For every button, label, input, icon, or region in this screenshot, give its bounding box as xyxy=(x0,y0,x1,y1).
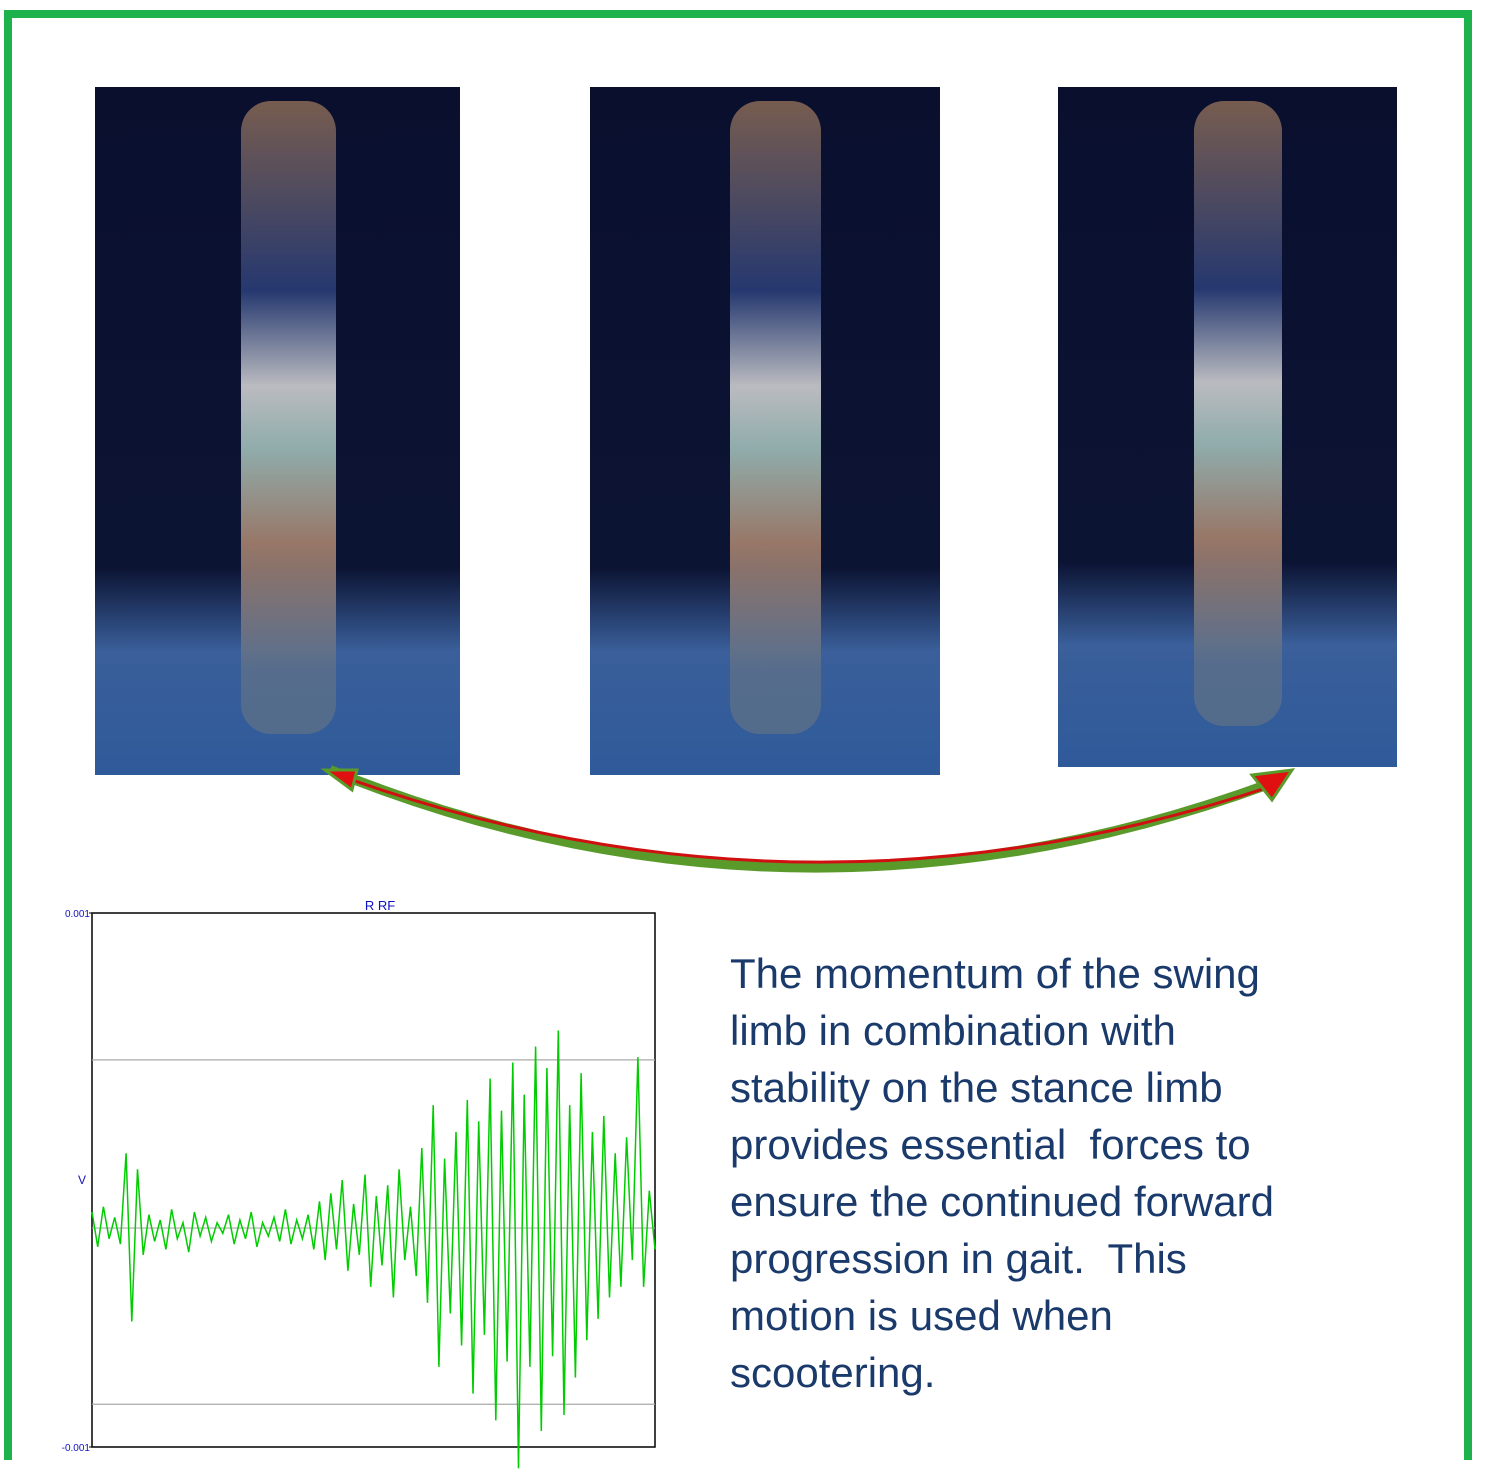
text-line: The momentum of the swing xyxy=(730,945,1274,1002)
text-line: motion is used when xyxy=(730,1287,1274,1344)
text-line: provides essential forces to xyxy=(730,1116,1274,1173)
signal-line xyxy=(92,1031,655,1469)
text-line: ensure the continued forward xyxy=(730,1173,1274,1230)
y-tick-label: -0.001 xyxy=(62,1443,91,1454)
text-line: scootering. xyxy=(730,1344,1274,1401)
y-tick-label: 0.001 xyxy=(65,909,90,920)
text-line: limb in combination with xyxy=(730,1002,1274,1059)
arrow-tail xyxy=(325,770,357,790)
chart-title: R RF xyxy=(365,898,395,913)
y-axis-label: V xyxy=(78,1173,86,1187)
text-line: progression in gait. This xyxy=(730,1230,1274,1287)
slide: R RF V -0.001 0.001 The momentum of the s… xyxy=(0,0,1491,1469)
arrow xyxy=(330,770,1280,868)
arrow-inner xyxy=(330,772,1272,862)
text-line: stability on the stance limb xyxy=(730,1059,1274,1116)
